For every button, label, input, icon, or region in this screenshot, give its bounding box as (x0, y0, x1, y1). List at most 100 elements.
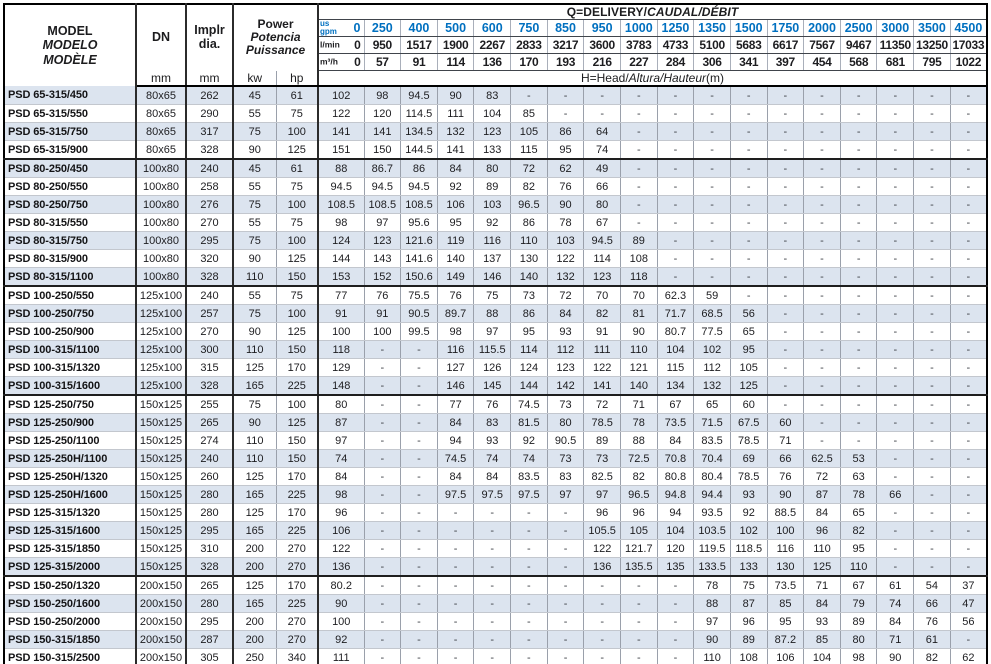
head-value-cell: - (437, 539, 475, 558)
head-value-cell: - (657, 159, 695, 178)
head-value-cell: 61 (913, 630, 951, 649)
head-value-cell: 84 (437, 467, 475, 486)
head-value-cell: 97 (693, 612, 731, 631)
head-value-cell: - (693, 249, 731, 268)
model-name-cell: PSD 150-250/1600 (4, 594, 137, 613)
head-value-cell: 144 (510, 376, 548, 396)
head-value-cell: 96 (620, 503, 658, 522)
impeller-dia-cell: 317 (186, 122, 234, 141)
power-hp-cell: 270 (276, 630, 319, 649)
head-value-cell: 141 (437, 140, 475, 160)
head-value-cell: - (657, 195, 695, 214)
head-value-cell: - (913, 213, 951, 232)
head-value-cell: - (876, 195, 915, 214)
head-value-cell: 65 (693, 395, 731, 414)
head-value-cell: 81.5 (510, 413, 548, 432)
power-hp-cell: 150 (276, 340, 319, 359)
head-value-cell: - (840, 358, 878, 377)
head-value-cell: - (547, 576, 585, 595)
lmin-unit-row: l/min 0 950 1517 1900 2267 2833 3217 3600 3783 473… (4, 36, 988, 54)
head-value-cell: - (767, 86, 805, 105)
head-value-cell: - (400, 557, 438, 577)
model-name-cell: PSD 125-315/1320 (4, 503, 137, 522)
head-value-cell: 95 (767, 612, 805, 631)
head-value-cell: 83 (473, 86, 512, 105)
head-value-cell: 47 (950, 594, 988, 613)
power-kw-cell: 165 (233, 594, 277, 613)
model-name-cell: PSD 65-315/750 (4, 122, 137, 141)
head-value-cell: 140 (510, 267, 548, 287)
head-value-cell: - (950, 195, 988, 214)
power-kw-cell: 125 (233, 358, 277, 377)
gpm-unit-value: 1750 (767, 19, 805, 37)
head-value-cell: - (767, 213, 805, 232)
head-value-cell: - (950, 267, 988, 287)
pump-row: PSD 125-315/1850 150x125 310 200 270 122- - - - -… (4, 539, 988, 558)
head-value-cell: - (840, 177, 878, 196)
impeller-dia-cell: 320 (186, 249, 234, 268)
power-label-es: Potencia (250, 30, 301, 45)
head-value-cell: 78 (693, 576, 731, 595)
head-value-cell: - (657, 177, 695, 196)
head-value-cell: 100 (318, 322, 365, 341)
dn-cell: 125x100 (136, 286, 187, 305)
head-title: H=Head/Altura/Hauteur(m) (318, 70, 987, 87)
head-value-cell: 116 (437, 340, 475, 359)
head-value-cell: - (547, 612, 585, 631)
head-value-cell: - (913, 267, 951, 287)
power-hp-cell: 100 (276, 304, 319, 323)
head-value-cell: - (583, 104, 621, 123)
head-value-cell: - (767, 122, 805, 141)
head-value-cell: 102 (318, 86, 365, 105)
m3h-unit-value: 91 (400, 53, 438, 71)
lmin-unit-value: 1517 (400, 36, 438, 54)
head-value-cell: - (913, 304, 951, 323)
head-value-cell: 70.8 (657, 449, 695, 468)
head-value-cell: 77 (437, 395, 475, 414)
head-value-cell: 98 (318, 213, 365, 232)
head-value-cell: 144.5 (400, 140, 438, 160)
head-value-cell: - (400, 467, 438, 486)
head-value-cell: 78.5 (583, 413, 621, 432)
head-value-cell: 74 (583, 140, 621, 160)
head-value-cell: 121 (620, 358, 658, 377)
pump-row: PSD 80-315/900 100x80 320 90 125 144 143 141.6 1… (4, 249, 988, 268)
head-value-cell: 75.5 (400, 286, 438, 305)
head-value-cell: - (840, 322, 878, 341)
head-value-cell: 132 (437, 122, 475, 141)
head-value-cell: - (583, 630, 621, 649)
head-value-cell: - (950, 304, 988, 323)
head-value-cell: 120 (364, 104, 402, 123)
head-value-cell: 130 (767, 557, 805, 577)
head-value-cell: - (364, 340, 402, 359)
head-value-cell: - (767, 177, 805, 196)
gpm-unit-value: 750 (510, 19, 548, 37)
model-name-cell: PSD 125-250/750 (4, 395, 137, 414)
impeller-dia-cell: 274 (186, 431, 234, 450)
m3h-unit-value: 795 (913, 53, 951, 71)
head-value-cell: - (913, 177, 951, 196)
lmin-unit-value: 9467 (840, 36, 878, 54)
impeller-dia-cell: 270 (186, 322, 234, 341)
head-value-cell: - (364, 485, 402, 504)
power-kw-cell: 55 (233, 177, 277, 196)
head-value-cell: 90 (876, 648, 915, 664)
head-value-cell: - (913, 159, 951, 178)
head-value-cell: - (547, 104, 585, 123)
head-value-cell: 91 (318, 304, 365, 323)
model-name-cell: PSD 65-315/550 (4, 104, 137, 123)
power-hp-cell: 225 (276, 594, 319, 613)
dn-cell: 100x80 (136, 195, 187, 214)
lmin-unit-value: 7567 (803, 36, 841, 54)
lmin-unit-value: 5100 (693, 36, 731, 54)
head-value-cell: - (620, 104, 658, 123)
head-value-cell: 111 (437, 104, 475, 123)
head-value-cell: 82 (583, 304, 621, 323)
impeller-unit-label: mm (186, 70, 234, 87)
head-value-cell: 104 (657, 521, 695, 540)
dn-column-header: DN (136, 4, 187, 71)
impeller-dia-cell: 295 (186, 231, 234, 250)
power-hp-cell: 100 (276, 395, 319, 414)
head-value-cell: - (547, 594, 585, 613)
head-value-cell: 62 (950, 648, 988, 664)
